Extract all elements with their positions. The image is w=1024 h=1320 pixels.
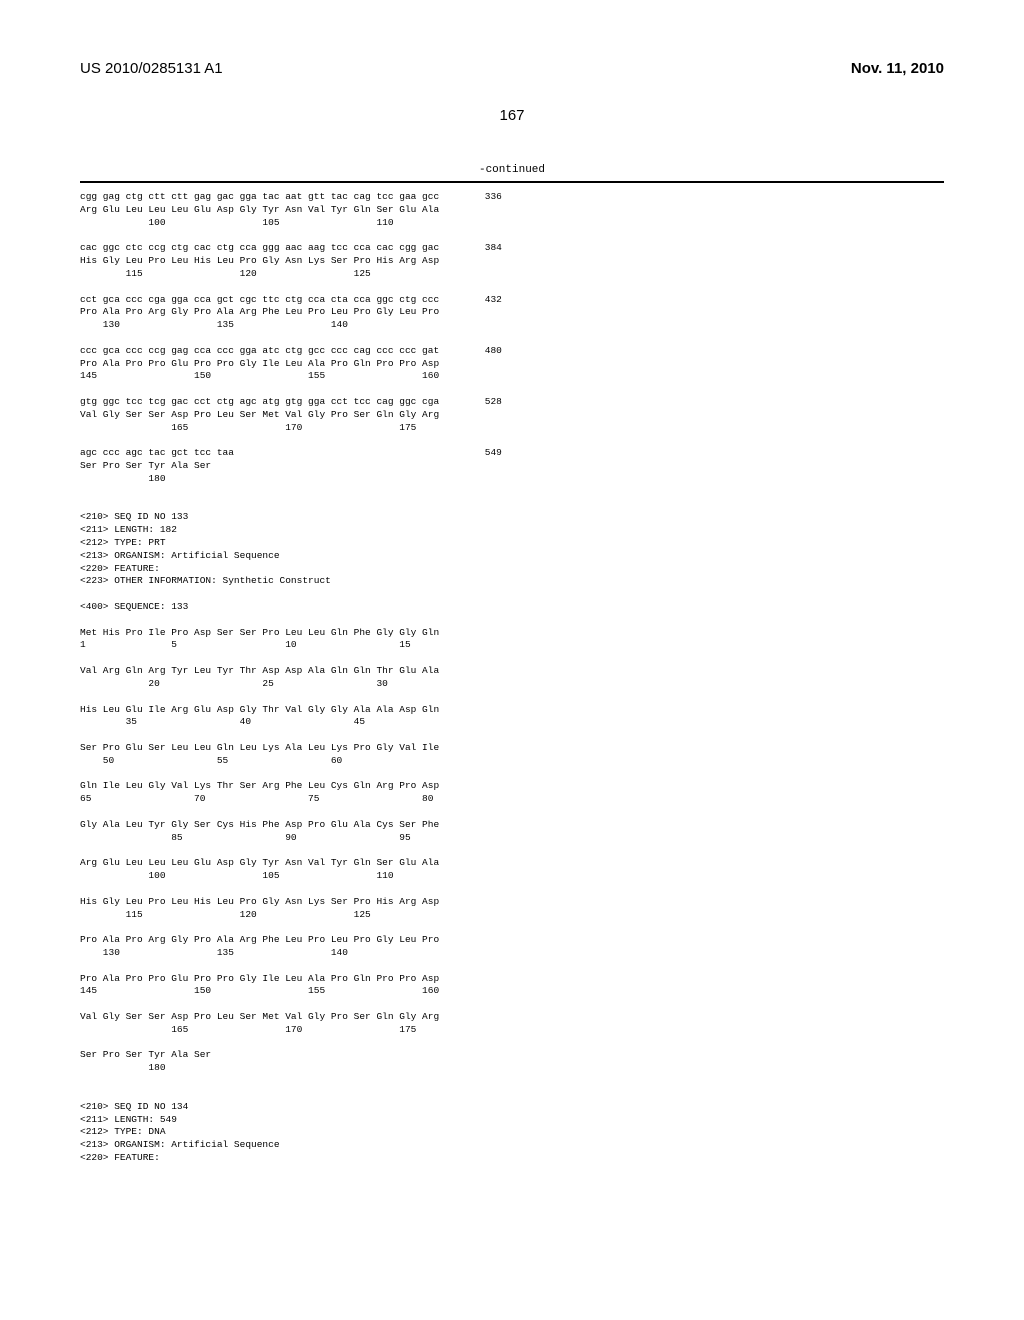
publication-number: US 2010/0285131 A1 bbox=[80, 60, 223, 77]
continued-label: -continued bbox=[80, 164, 944, 176]
section-divider bbox=[80, 181, 944, 183]
page-header: US 2010/0285131 A1 Nov. 11, 2010 bbox=[80, 60, 944, 77]
sequence-content: cgg gag ctg ctt ctt gag gac gga tac aat … bbox=[80, 191, 944, 1165]
page-number: 167 bbox=[80, 107, 944, 124]
publication-date: Nov. 11, 2010 bbox=[851, 60, 944, 77]
